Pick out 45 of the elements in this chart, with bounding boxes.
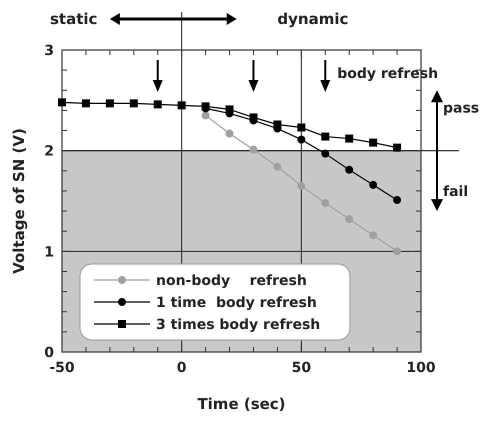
point [249,146,258,154]
point [321,132,330,141]
x-tick-label: 50 [292,360,312,376]
y-tick-label: 0 [44,345,54,361]
x-tick-label: -50 [49,360,75,376]
legend-label: 3 times body refresh [156,317,320,333]
point [297,124,306,132]
legend-label: 1 time body refresh [156,295,317,311]
point [345,166,354,174]
y-axis-title: Voltage of SN (V) [10,128,28,274]
point [154,100,162,108]
point [178,101,186,110]
point [321,150,330,158]
point [393,247,402,256]
point [345,215,354,224]
point [226,130,234,138]
point [249,113,258,122]
y-tick-label: 2 [44,144,54,160]
point [58,98,66,106]
text: dynamic [277,10,348,28]
text: fail [443,184,468,200]
x-tick-label: 0 [176,360,187,376]
text: static [50,10,98,28]
x-tick-label: 100 [406,360,436,376]
point [393,144,402,152]
point [369,231,378,240]
point [321,199,330,208]
point [297,182,306,190]
point [106,99,114,108]
point [273,120,282,128]
point [226,105,234,114]
point [130,99,138,108]
legend-label: non-body refresh [156,273,307,289]
point [393,196,402,204]
y-tick-label: 3 [44,43,54,59]
point [369,138,378,147]
x-axis-title: Time (sec) [197,395,286,413]
point [82,99,90,108]
y-tick-label: 1 [44,244,54,260]
point [273,162,282,171]
point [345,134,354,143]
point [297,136,306,144]
point [202,111,210,120]
point [369,180,378,189]
text: pass [443,100,480,116]
